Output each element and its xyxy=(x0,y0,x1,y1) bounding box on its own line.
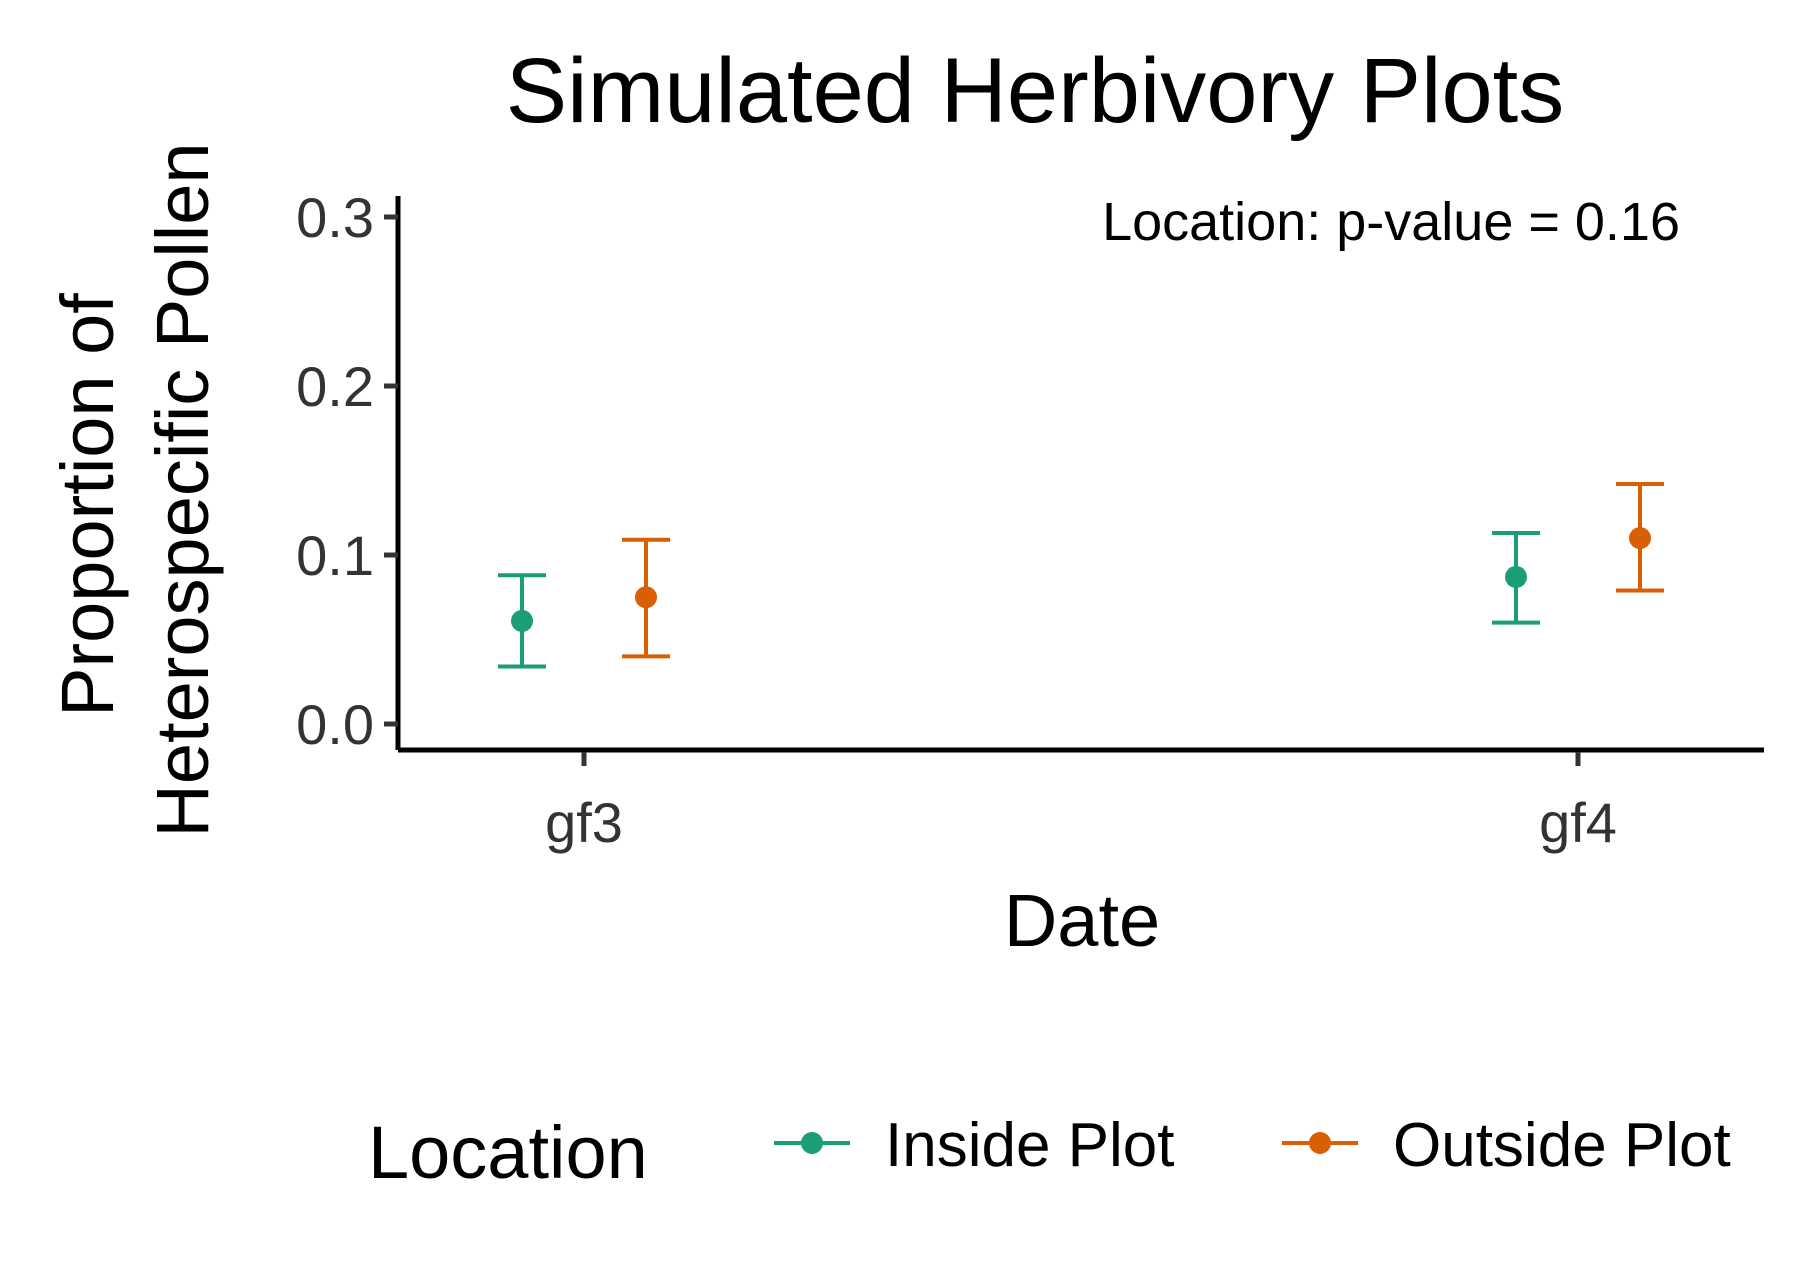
legend: Location Inside Plot Outside Plot xyxy=(368,1111,1731,1194)
error-bar-point xyxy=(498,573,546,669)
legend-label: Inside Plot xyxy=(885,1111,1175,1180)
legend-title: Location xyxy=(368,1111,648,1194)
data-point xyxy=(635,586,657,609)
data-point xyxy=(511,609,533,632)
y-tick-label: 0.0 xyxy=(296,693,374,756)
x-tick-label: gf4 xyxy=(1539,791,1617,854)
chart-title: Simulated Herbivory Plots xyxy=(506,40,1564,142)
chart-marks xyxy=(498,482,1664,669)
error-bar-point xyxy=(622,537,670,659)
legend-item: Inside Plot xyxy=(774,1111,1175,1180)
legend-key-point xyxy=(1309,1132,1331,1154)
error-bar-point xyxy=(1616,482,1664,593)
y-axis-title: Proportion of Heterospecific Pollen xyxy=(46,142,224,837)
x-ticks: gf3 gf4 xyxy=(545,752,1617,854)
y-axis-title-line-1: Proportion of xyxy=(46,293,129,717)
error-bar-point xyxy=(1492,531,1540,625)
y-tick-label: 0.2 xyxy=(296,355,374,418)
legend-item: Outside Plot xyxy=(1282,1111,1731,1180)
p-value-annotation: Location: p-value = 0.16 xyxy=(1102,192,1680,252)
legend-key-point xyxy=(801,1132,823,1154)
y-tick-label: 0.1 xyxy=(296,524,374,587)
data-point xyxy=(1629,527,1651,550)
x-tick-label: gf3 xyxy=(545,791,623,854)
legend-items: Inside Plot Outside Plot xyxy=(774,1111,1731,1180)
y-axis-title-line-2: Heterospecific Pollen xyxy=(141,142,224,837)
x-axis-title: Date xyxy=(1004,879,1160,962)
y-ticks: 0.0 0.1 0.2 0.3 xyxy=(296,186,398,756)
legend-label: Outside Plot xyxy=(1393,1111,1731,1180)
y-tick-label: 0.3 xyxy=(296,186,374,249)
data-point xyxy=(1505,565,1527,588)
